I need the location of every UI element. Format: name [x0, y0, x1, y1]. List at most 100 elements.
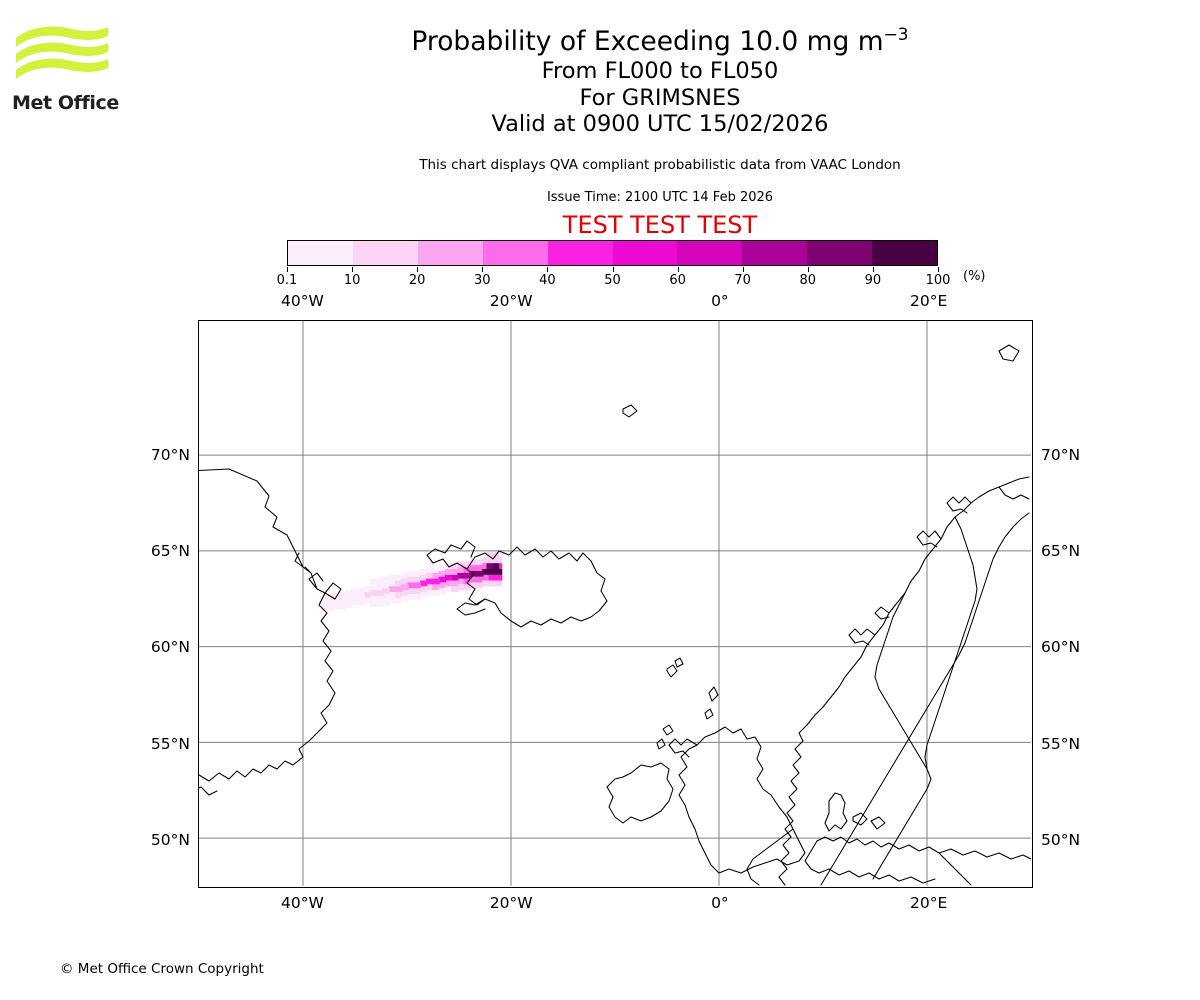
plume-cell: [488, 574, 497, 581]
plume-cell: [491, 551, 500, 558]
latitude-tick-label: 50°N: [1041, 830, 1081, 849]
plume-cell: [488, 557, 497, 564]
colorbar-tick: [742, 267, 744, 272]
plume-cell: [338, 592, 347, 598]
plume-cell: [494, 574, 503, 581]
logo-waves-icon: [16, 26, 108, 79]
plume-cell: [494, 557, 503, 564]
colorbar-segment: [288, 241, 353, 265]
coastline-jan-mayen: [622, 404, 638, 418]
plume-cell: [476, 559, 484, 566]
plume-cell: [369, 578, 378, 585]
plume-cell: [457, 578, 465, 585]
plume-cell: [413, 593, 422, 600]
coastline-lofoten: [848, 628, 876, 646]
plume-cell: [369, 595, 378, 602]
plume-cell: [394, 586, 403, 593]
longitude-tick-label: 20°W: [489, 894, 533, 912]
plume-cell: [438, 570, 447, 577]
plume-cell: [351, 588, 359, 594]
colorbar-tick: [482, 267, 484, 272]
colorbar-segment: [482, 241, 548, 265]
longitude-tick-label: 40°W: [280, 292, 324, 310]
plume-cell: [463, 561, 472, 568]
plume-cell: [382, 576, 390, 583]
latitude-tick-label: 65°N: [150, 542, 190, 561]
coastline-iceland-northwest-fjords: [426, 540, 476, 570]
plume-cell: [394, 574, 403, 581]
colorbar-segment: [807, 241, 873, 265]
longitude-tick-label: 0°: [711, 894, 729, 912]
plume-cell: [394, 592, 403, 598]
plume-cell: [457, 572, 465, 579]
coastline-norway-fjords: [778, 724, 808, 886]
coastline-faroe-islands: [666, 664, 678, 678]
volcano-subtitle: For GRIMSNES: [579, 84, 741, 111]
colorbar-tick-label: 60: [669, 273, 686, 288]
plume-cell: [491, 563, 500, 570]
plume-cell: [407, 570, 415, 577]
coastline-denmark-islands-2: [870, 816, 886, 830]
coastline-kola: [998, 486, 1030, 500]
plume-cell: [432, 578, 440, 585]
plume-cell: [369, 601, 378, 608]
plume-cell: [438, 582, 447, 589]
colorbar-segment: [417, 241, 483, 265]
flight-level-subtitle: From FL000 to FL050: [541, 58, 779, 84]
plume-cell: [419, 580, 428, 587]
plume-cell: [469, 576, 478, 583]
coastline-shetland: [708, 686, 719, 702]
coastline-france-channel: [746, 828, 794, 886]
coastline-orkney: [704, 708, 714, 720]
colorbar-tick-label: 20: [408, 273, 426, 288]
plume-cell: [332, 597, 341, 604]
coastline-europe-north: [816, 836, 1031, 860]
plume-cell: [388, 592, 397, 598]
coastline-scandinavia: [806, 476, 1030, 726]
met-office-wordmark: Met Office: [12, 92, 119, 114]
colorbar-tick-label: 100: [925, 273, 951, 288]
plume-cell: [451, 586, 459, 593]
title-text: Probability of Exceeding 10.0 mg m: [411, 26, 884, 57]
plume-cell: [463, 584, 472, 591]
chart-header: Probability of Exceeding 10.0 mg m−3 Fro…: [120, 0, 1200, 239]
longitude-tick-label: 20°E: [909, 894, 948, 912]
issue-time: Issue Time: 2100 UTC 14 Feb 2026: [546, 189, 774, 205]
plume-cell: [401, 578, 409, 585]
plume-cell: [338, 597, 347, 604]
colorbar-tick-label: 0.1: [276, 273, 298, 288]
latitude-tick-label: 60°N: [1041, 638, 1081, 657]
colorbar-segment: [612, 241, 678, 265]
plume-cell: [438, 588, 447, 594]
coastline-faroe-islands-2: [674, 657, 684, 668]
plume-cell: [488, 580, 497, 587]
probability-colorbar: 0.1 10 20 30 40 50 60 70 80 90 100: [277, 240, 950, 303]
plume-cell: [444, 569, 453, 575]
plume-cell: [413, 588, 422, 594]
valid-time-subtitle: Valid at 0900 UTC 15/02/2026: [491, 111, 829, 137]
plume-cell: [376, 595, 384, 602]
plume-cell: [426, 584, 434, 591]
colorbar-segment: [547, 241, 613, 265]
colorbar-tick: [807, 267, 809, 272]
longitude-tick-label: 20°E: [909, 292, 948, 310]
coastline-greenland-notch2: [304, 566, 312, 574]
plume-cell: [376, 590, 384, 596]
plume-cell: [394, 580, 403, 587]
plume-cell: [432, 567, 440, 573]
colorbar-segment: [677, 241, 743, 265]
coastline-denmark-islands: [852, 812, 868, 826]
plume-cell: [432, 584, 440, 591]
coastline-denmark: [824, 792, 848, 832]
plume-cell: [444, 580, 453, 587]
plume-cell: [401, 584, 409, 591]
coastline-greenland-notch1: [294, 552, 304, 568]
plume-cell: [482, 563, 490, 570]
plume-cell: [326, 605, 334, 612]
plume-cell: [338, 603, 347, 610]
colorbar-tick-label: 70: [734, 273, 751, 288]
plume-cell: [469, 565, 478, 571]
coastline-hebrides: [662, 724, 674, 736]
colorbar-tick-label: 90: [864, 273, 882, 288]
plume-cell: [326, 599, 334, 606]
